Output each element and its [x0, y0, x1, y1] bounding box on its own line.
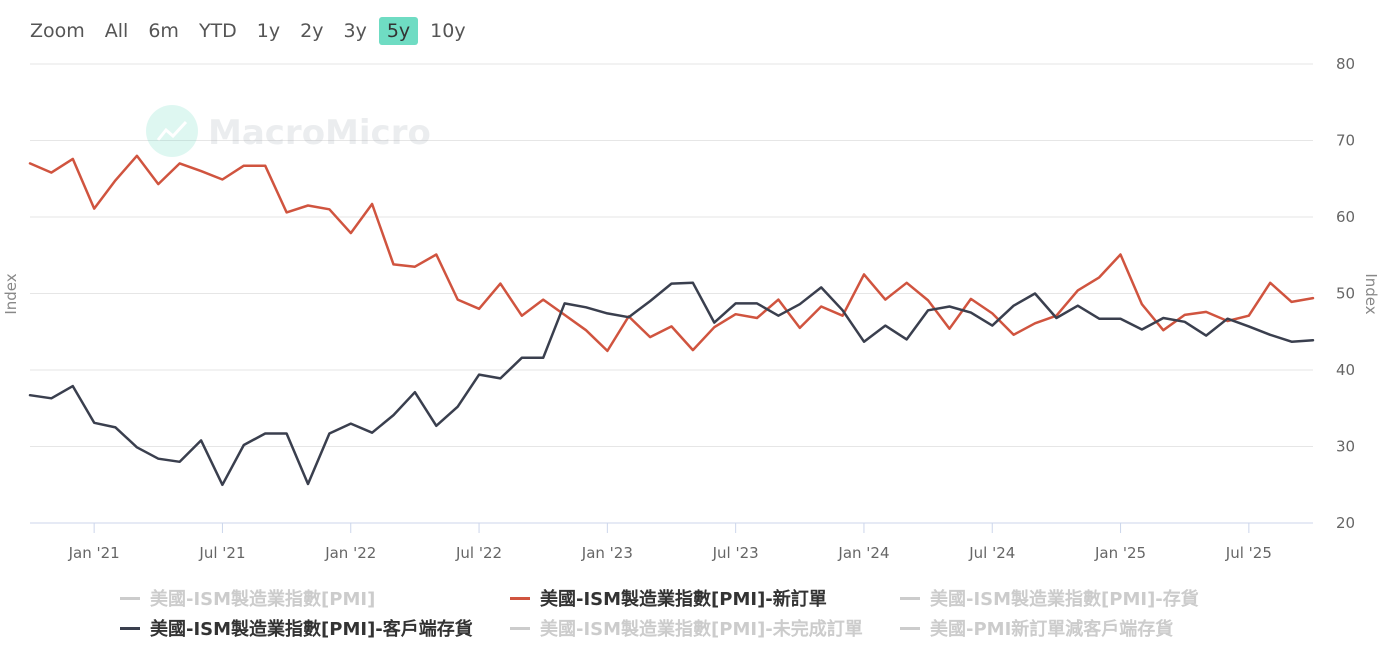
zoom-6m-button[interactable]: 6m: [148, 20, 179, 42]
zoom-bar: Zoom All 6m YTD 1y 2y 3y 5y 10y: [22, 15, 478, 47]
series-layer: [28, 154, 1315, 487]
x-tick-label: Jan '21: [68, 544, 120, 562]
legend-item-backlog[interactable]: 美國-ISM製造業指數[PMI]-未完成訂單: [510, 615, 863, 641]
legend-label: 美國-ISM製造業指數[PMI]: [150, 589, 376, 610]
legend-label: 美國-ISM製造業指數[PMI]-未完成訂單: [540, 619, 863, 640]
x-tick-label: Jan '25: [1094, 544, 1146, 562]
watermark-icon: [146, 105, 198, 157]
x-tick-label: Jul '23: [712, 544, 759, 562]
y-tick-label: 20: [1336, 514, 1355, 532]
series-line-new-orders[interactable]: [28, 154, 1315, 353]
x-tick-label: Jul '24: [968, 544, 1015, 562]
y-tick-label: 40: [1336, 361, 1355, 379]
zoom-2y-button[interactable]: 2y: [300, 20, 324, 42]
legend-label: 美國-ISM製造業指數[PMI]-客戶端存貨: [150, 619, 473, 640]
legend-swatch: [120, 596, 140, 600]
x-tick-label: Jan '22: [324, 544, 376, 562]
legend-item-new-orders-minus-inventories[interactable]: 美國-PMI新訂單減客戶端存貨: [900, 615, 1173, 641]
zoom-ytd-button[interactable]: YTD: [198, 20, 237, 42]
y-tick-label: 30: [1336, 438, 1355, 456]
legend-swatch: [510, 596, 530, 600]
zoom-10y-button[interactable]: 10y: [430, 20, 466, 42]
x-tick-label: Jul '25: [1225, 544, 1272, 562]
legend-label: 美國-PMI新訂單減客戶端存貨: [930, 619, 1174, 640]
watermark-logo: MacroMicro: [146, 105, 431, 157]
zoom-label: Zoom: [30, 20, 85, 42]
x-tick-label: Jul '21: [198, 544, 245, 562]
legend-label: 美國-ISM製造業指數[PMI]-存貨: [930, 589, 1199, 610]
zoom-3y-button[interactable]: 3y: [343, 20, 367, 42]
y-axis-title-right: Index: [1362, 273, 1380, 314]
legend-item-customer-inventories[interactable]: 美國-ISM製造業指數[PMI]-客戶端存貨: [120, 615, 473, 641]
y-tick-label: 50: [1336, 285, 1355, 303]
y-tick-label: 70: [1336, 132, 1355, 150]
watermark-text: MacroMicro: [208, 113, 431, 153]
legend-item-inventories[interactable]: 美國-ISM製造業指數[PMI]-存貨: [900, 585, 1199, 611]
watermark-icon-mark: [156, 120, 188, 141]
y-axis-title-left: Index: [2, 273, 20, 314]
x-tick-label: Jul '22: [455, 544, 502, 562]
zoom-5y-button[interactable]: 5y: [378, 17, 419, 45]
legend-swatch: [900, 596, 920, 600]
x-tick-label: Jan '23: [581, 544, 633, 562]
legend-label: 美國-ISM製造業指數[PMI]-新訂單: [540, 589, 827, 610]
legend-swatch: [120, 626, 140, 630]
chart-plot: MacroMicro 20 30 40 50 60 70 80 Jan '21 Jul '21 J…: [2, 55, 1380, 562]
zoom-1y-button[interactable]: 1y: [256, 20, 281, 42]
zoom-all-button[interactable]: All: [104, 20, 129, 42]
legend-item-new-orders[interactable]: 美國-ISM製造業指數[PMI]-新訂單: [510, 585, 827, 611]
y-tick-label: 80: [1336, 55, 1355, 73]
x-tick-label: Jan '24: [837, 544, 889, 562]
y-tick-label: 60: [1336, 208, 1355, 226]
series-line-customer-inventories[interactable]: [28, 281, 1315, 487]
legend-swatch: [900, 626, 920, 630]
axis-layer: 20 30 40 50 60 70 80 Jan '21 Jul '21 Jan '22 Jul '…: [30, 55, 1355, 562]
legend-item-pmi[interactable]: 美國-ISM製造業指數[PMI]: [120, 585, 375, 611]
legend-swatch: [510, 626, 530, 630]
